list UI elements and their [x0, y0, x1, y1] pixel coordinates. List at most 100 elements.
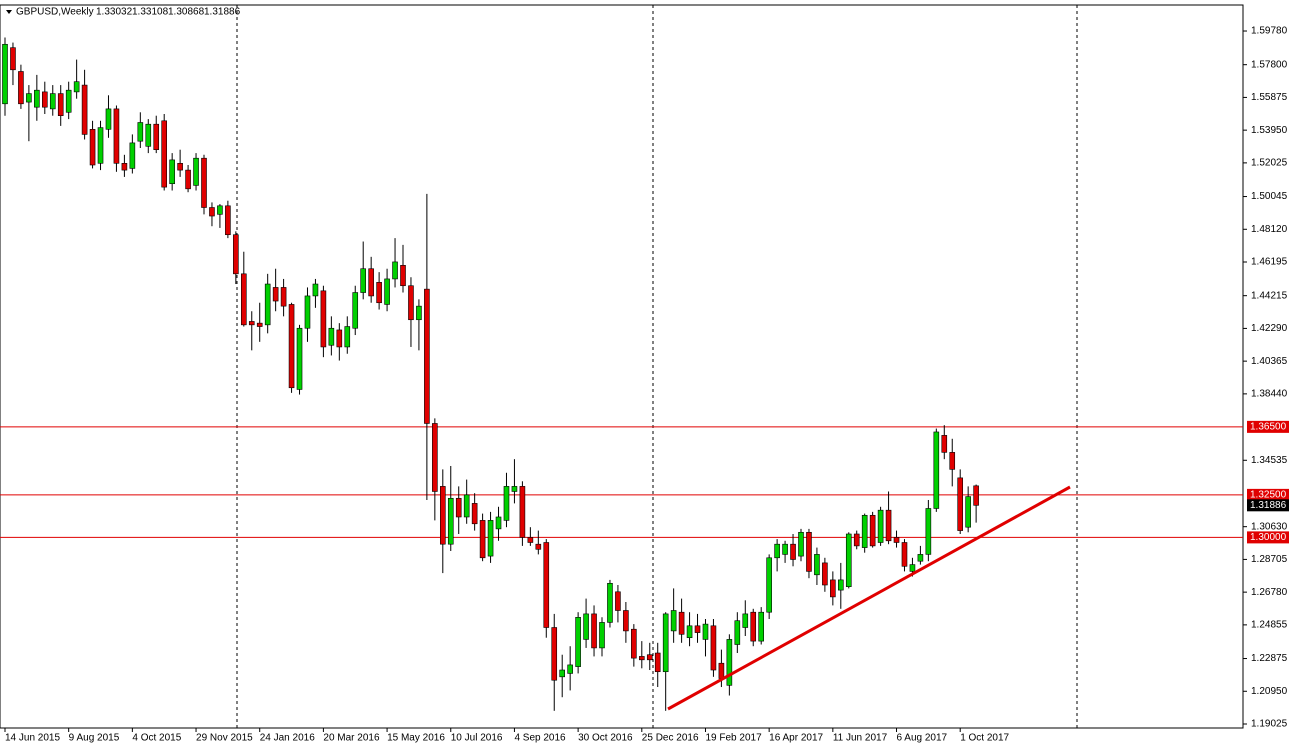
level-label: 1.32500	[1250, 490, 1287, 501]
candle-body	[949, 452, 956, 470]
candle-body	[718, 662, 725, 679]
candle-body	[845, 533, 852, 587]
y-tick-label: 1.42290	[1251, 323, 1288, 334]
candle-body	[631, 628, 637, 659]
candle-body	[853, 533, 860, 547]
candle-body	[241, 273, 247, 326]
candle-body	[543, 542, 550, 628]
candle-body	[734, 620, 741, 645]
close-label: 1.31886	[204, 7, 241, 18]
x-tick-label: 1 Oct 2017	[960, 733, 1009, 744]
candle-body	[583, 613, 589, 640]
candle-body	[89, 128, 96, 166]
candle-body	[861, 514, 868, 548]
candle-body	[256, 322, 263, 327]
candle-body	[432, 423, 438, 492]
candle-body	[567, 664, 573, 674]
candles	[2, 37, 979, 711]
candle-body	[344, 326, 351, 348]
candle-body	[177, 163, 183, 171]
candle-body	[623, 610, 629, 632]
x-tick-label: 15 May 2016	[387, 733, 445, 744]
y-tick-label: 1.57800	[1251, 59, 1288, 70]
candle-body	[670, 610, 677, 632]
y-tick-label: 1.22875	[1251, 653, 1288, 664]
candle-body	[113, 108, 120, 164]
candle-body	[264, 283, 271, 326]
candle-body	[360, 268, 367, 293]
candle-body	[885, 509, 892, 542]
candle-body	[368, 268, 374, 297]
candle-body	[97, 127, 104, 164]
candle-body	[153, 123, 160, 151]
candle-body	[822, 562, 828, 586]
candle-body	[455, 497, 462, 518]
candle-body	[678, 611, 685, 635]
candle-body	[129, 142, 136, 169]
y-tick-label: 1.40365	[1251, 356, 1288, 367]
candle-body	[10, 47, 16, 71]
level-label-box	[1247, 488, 1289, 501]
candle-body	[2, 43, 8, 105]
menu-arrow[interactable]	[6, 10, 12, 14]
y-tick-label: 1.24855	[1251, 620, 1288, 631]
candle-body	[782, 543, 788, 555]
y-tick-label: 1.20950	[1251, 686, 1288, 697]
plot-frame	[0, 4, 1244, 729]
candle-body	[296, 327, 303, 390]
candle-body	[662, 613, 669, 673]
candle-body	[933, 431, 940, 509]
candle-body	[869, 514, 876, 547]
low-label: 1.30868	[168, 7, 205, 18]
y-tick-label: 1.50045	[1251, 191, 1288, 202]
y-tick-label: 1.19025	[1251, 719, 1288, 730]
y-tick-label: 1.48120	[1251, 224, 1288, 235]
x-tick-label: 4 Oct 2015	[132, 733, 181, 744]
x-tick-label: 20 Mar 2016	[323, 733, 380, 744]
candle-body	[424, 288, 430, 424]
candle-body	[901, 542, 908, 567]
axis: 1.59780 1.57800 1.55875 1.53950 1.52025 1.500…	[4, 26, 1289, 744]
candle-body	[909, 564, 916, 572]
x-tick-label: 19 Feb 2017	[705, 733, 762, 744]
price-label-box	[1247, 499, 1289, 512]
x-tick-label: 6 Aug 2017	[897, 733, 948, 744]
candle-body	[551, 627, 558, 681]
candle-body	[49, 93, 56, 110]
x-tick-label: 16 Apr 2017	[769, 733, 823, 744]
candle-body	[471, 503, 478, 525]
candle-body	[352, 292, 359, 329]
candle-body	[495, 516, 502, 530]
candle-body	[18, 71, 24, 105]
candle-body	[503, 486, 510, 521]
candle-body	[439, 486, 446, 545]
candle-body	[559, 669, 566, 678]
candle-body	[416, 305, 422, 321]
candle-body	[376, 282, 382, 304]
candle-body	[646, 654, 653, 661]
x-tick-label: 30 Oct 2016	[578, 733, 633, 744]
candle-body	[790, 543, 796, 560]
candle-body	[312, 283, 319, 297]
candle-body	[328, 327, 335, 346]
x-tick-label: 24 Jan 2016	[260, 733, 315, 744]
x-tick-label: 29 Nov 2015	[196, 733, 253, 744]
y-tick-label: 1.59780	[1251, 26, 1288, 37]
x-tick-label: 9 Aug 2015	[69, 733, 120, 744]
candle-body	[694, 625, 701, 633]
candle-body	[57, 93, 64, 116]
candle-body	[607, 582, 613, 623]
level-label-box	[1247, 531, 1289, 544]
candle-body	[408, 285, 414, 321]
candle-body	[917, 554, 924, 562]
level-label: 1.36500	[1250, 422, 1287, 433]
candle-body	[65, 89, 72, 113]
y-tick-label: 1.44215	[1251, 290, 1288, 301]
candle-body	[686, 625, 693, 639]
candle-body	[806, 531, 812, 572]
y-tick-label: 1.34535	[1251, 455, 1288, 466]
candle-body	[925, 508, 932, 555]
candle-body	[272, 287, 279, 302]
candle-body	[535, 543, 542, 550]
candle-body	[654, 652, 661, 673]
